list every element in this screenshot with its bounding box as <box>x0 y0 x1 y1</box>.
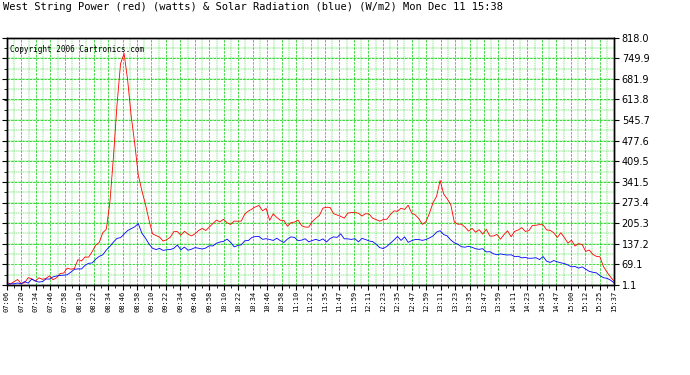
Text: Copyright 2006 Cartronics.com: Copyright 2006 Cartronics.com <box>10 45 144 54</box>
Text: West String Power (red) (watts) & Solar Radiation (blue) (W/m2) Mon Dec 11 15:38: West String Power (red) (watts) & Solar … <box>3 2 504 12</box>
